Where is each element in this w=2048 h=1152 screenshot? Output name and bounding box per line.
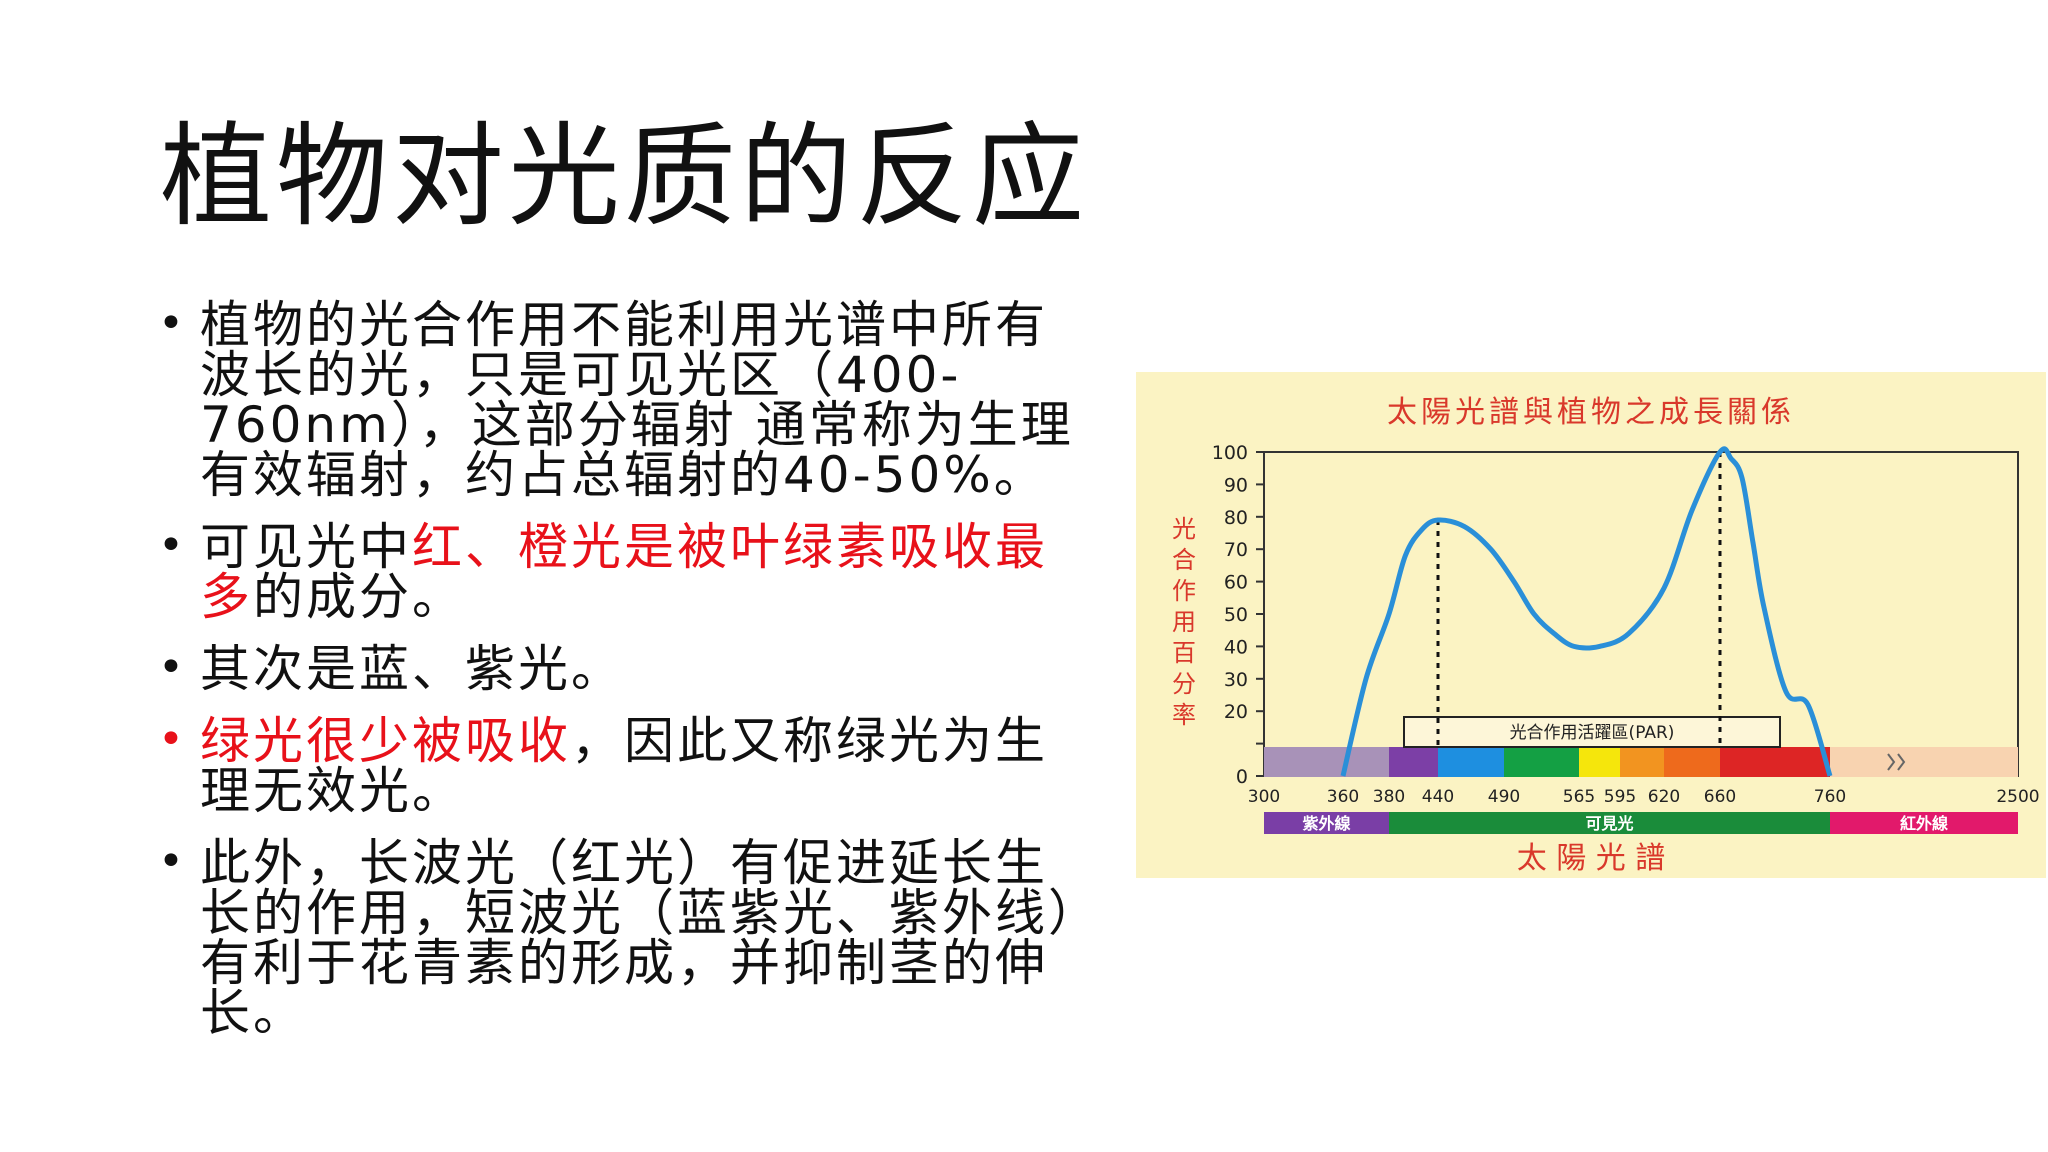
- region-bar: [1830, 812, 2018, 834]
- bullet-dot: •: [158, 642, 187, 693]
- spectrum-band: [1579, 747, 1620, 777]
- bullet-item: • 其次是蓝、紫光。: [150, 644, 1080, 694]
- x-tick-label: 595: [1604, 787, 1636, 807]
- bullet-emphasis-text: 绿光很少被吸收: [200, 712, 571, 770]
- bullet-dot: •: [158, 298, 187, 349]
- y-axis-label-char: 作: [1172, 577, 1196, 605]
- y-axis-label-char: 用: [1172, 608, 1196, 636]
- spectrum-band: [1504, 747, 1579, 777]
- bullet-list: • 植物的光合作用不能利用光谱中所有波长的光，只是可见光区（400-760nm），…: [150, 300, 1080, 1060]
- bullet-dot: •: [158, 836, 187, 887]
- region-bar-label: 可見光: [1585, 814, 1633, 833]
- y-tick-label: 0: [1236, 766, 1248, 788]
- bullet-text: 植物的光合作用不能利用光谱中所有波长的光，只是可见光区（400-760nm），这…: [200, 296, 1074, 504]
- axis-break-mark: [1887, 753, 1906, 771]
- bullet-text: 其次是蓝、紫光。: [200, 640, 624, 698]
- spectrum-chart-panel: 太陽光譜與植物之成長關係 0 20 30 40 50 60 70 80 90 100 光合作用百分率光…: [1136, 372, 2046, 878]
- spectrum-band: [1720, 747, 1830, 777]
- y-tick-label: 40: [1224, 636, 1248, 658]
- bullet-item: • 此外，长波光（红光）有促进延长生长的作用，短波光（蓝紫光、紫外线）有利于花青素…: [150, 838, 1080, 1038]
- x-tick-label: 300: [1248, 787, 1280, 807]
- y-tick-label: 20: [1224, 701, 1248, 723]
- bullet-text: 此外，长波光（红光）有促进延长生长的作用，短波光（蓝紫光、紫外线）有利于花青素的…: [200, 834, 1076, 1042]
- y-axis-label-char: 百: [1172, 639, 1196, 667]
- spectrum-band: [1438, 747, 1504, 777]
- x-axis-label: 太 陽 光 譜: [1517, 841, 1666, 876]
- y-axis-label-char: 分: [1172, 670, 1196, 698]
- x-tick-label: 360: [1327, 787, 1359, 807]
- y-tick-label: 50: [1224, 604, 1248, 626]
- bullet-item: • 植物的光合作用不能利用光谱中所有波长的光，只是可见光区（400-760nm），…: [150, 300, 1080, 500]
- y-axis-label-char: 光: [1172, 515, 1196, 543]
- y-axis-label-char: 合: [1172, 546, 1196, 574]
- y-tick-label: 80: [1224, 507, 1248, 529]
- spectrum-band: [1389, 747, 1438, 777]
- spectrum-chart: 太陽光譜與植物之成長關係 0 20 30 40 50 60 70 80 90 100 光合作用百分率光…: [1172, 395, 2040, 876]
- x-tick-label: 565: [1563, 787, 1595, 807]
- slide-title: 植物对光质的反应: [160, 112, 1088, 242]
- x-tick-label: 490: [1488, 787, 1520, 807]
- bullet-dot: •: [158, 520, 187, 571]
- spectrum-band: [1664, 747, 1720, 777]
- x-tick-label: 660: [1704, 787, 1736, 807]
- region-bar-label: 紅外線: [1900, 814, 1948, 833]
- region-bar: [1264, 812, 1389, 834]
- bullet-text: 可见光中: [200, 518, 412, 576]
- x-tick-label: 2500: [1996, 787, 2039, 807]
- spectrum-band: [1620, 747, 1664, 777]
- y-tick-label: 30: [1224, 669, 1248, 691]
- spectrum-band: [1264, 747, 1389, 777]
- x-tick-label: 440: [1422, 787, 1454, 807]
- y-tick-label: 60: [1224, 572, 1248, 594]
- x-tick-label: 380: [1373, 787, 1405, 807]
- bullet-text: ，因此又称绿光为生理无效光。: [200, 712, 1048, 820]
- x-tick-label: 620: [1648, 787, 1680, 807]
- bullet-item: • 绿光很少被吸收，因此又称绿光为生理无效光。: [150, 716, 1080, 816]
- par-box: [1403, 716, 1781, 748]
- bullet-item: • 可见光中红、橙光是被叶绿素吸收最多的成分。: [150, 522, 1080, 622]
- y-axis-label-char: 率: [1172, 701, 1196, 729]
- y-tick-label: 100: [1212, 442, 1248, 464]
- photosynthesis-curve: [1340, 446, 1833, 777]
- par-label: 光合作用活躍區(PAR): [1510, 723, 1675, 743]
- region-bar: [1389, 812, 1830, 834]
- chart-title: 太陽光譜與植物之成長關係: [1387, 395, 1795, 430]
- spectrum-band: [1830, 747, 2018, 777]
- y-tick-label: 70: [1224, 539, 1248, 561]
- bullet-text: 的成分。: [253, 568, 465, 626]
- x-tick-label: 760: [1814, 787, 1846, 807]
- region-bar-label: 紫外線: [1302, 814, 1350, 833]
- y-tick-label: 90: [1224, 474, 1248, 496]
- bullet-dot: •: [158, 714, 187, 765]
- bullet-emphasis-text: 红、橙光是被叶绿素吸收最多: [200, 518, 1048, 626]
